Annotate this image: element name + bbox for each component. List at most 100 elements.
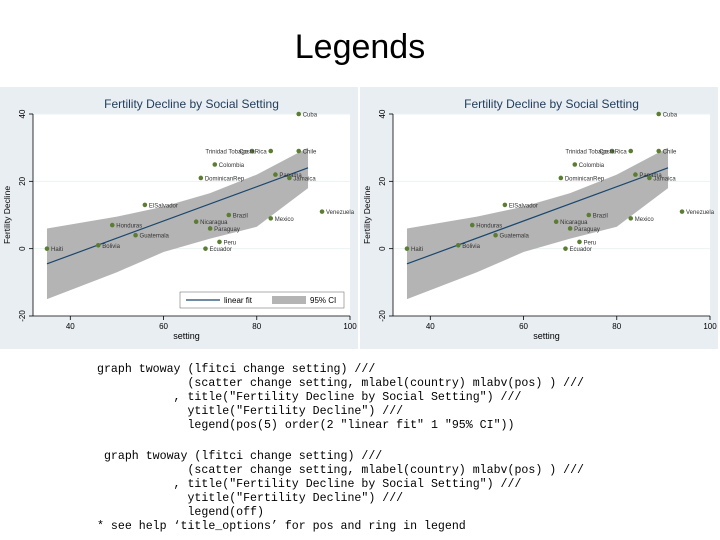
data-point-label: Paraguay [574, 227, 600, 233]
y-tick-label: -20 [378, 310, 387, 322]
data-point [567, 226, 573, 231]
y-axis-title: Fertility Decline [362, 186, 372, 244]
y-tick-label: 20 [18, 176, 27, 185]
data-point-label: Guatemala [140, 234, 170, 240]
data-point [95, 243, 101, 248]
code-block-legend-pos: graph twoway (lfitci change setting) ///… [97, 363, 585, 433]
y-tick-label: -20 [18, 310, 27, 322]
data-point-label: Paraguay [214, 227, 240, 233]
fit-line [406, 167, 669, 265]
data-point-label: Brazil [593, 214, 608, 220]
legend-label: 95% CI [310, 296, 336, 305]
data-point [109, 222, 115, 228]
legend-label: linear fit [224, 296, 253, 305]
x-tick-label: 80 [252, 322, 261, 331]
data-point [319, 209, 325, 214]
data-point [193, 219, 199, 225]
y-tick-label: 20 [378, 176, 387, 185]
data-point [586, 212, 592, 218]
chart-legend-off-svg: Fertility Decline by Social Setting -20 0 2… [362, 97, 717, 341]
data-point [577, 239, 582, 245]
ci-band [46, 147, 309, 300]
data-point [455, 243, 461, 248]
data-point-label: Bolivia [102, 244, 120, 250]
x-tick-label: 40 [426, 322, 435, 331]
x-tick-label: 100 [703, 322, 717, 331]
data-point-label: Chile [663, 150, 677, 156]
data-point [553, 219, 559, 225]
y-tick-label: 40 [18, 109, 27, 118]
data-point-label: Jamaica [293, 176, 316, 182]
data-point [656, 111, 662, 117]
data-point [142, 202, 148, 208]
data-point-label: Panama [639, 173, 662, 179]
data-point-label: Mexico [275, 217, 295, 223]
data-point [469, 222, 475, 228]
data-point [133, 232, 138, 238]
data-point-label: Guatemala [500, 234, 530, 240]
data-point [558, 175, 564, 181]
data-point [656, 148, 662, 154]
chart-with-legend: Fertility Decline by Social Setting -20 0 2… [0, 87, 358, 349]
data-point [628, 216, 634, 221]
data-point [628, 148, 634, 154]
ci-band [406, 147, 669, 300]
x-tick-label: 40 [66, 322, 75, 331]
chart-title: Fertility Decline by Social Setting [104, 97, 279, 111]
data-point-label: Panama [279, 173, 302, 179]
data-point-label: Bolivia [462, 244, 480, 250]
data-point [268, 148, 274, 154]
data-point-label: Chile [303, 150, 317, 156]
data-point-label: Trinidad Tobago [205, 150, 248, 156]
data-point [268, 216, 274, 221]
data-point [226, 212, 232, 218]
data-point-label: Cuba [303, 113, 318, 119]
data-point-label: DominicanRep [565, 176, 605, 182]
data-point-label: Cuba [663, 113, 678, 119]
data-point [502, 202, 508, 208]
data-point [287, 175, 292, 181]
data-point [633, 172, 638, 177]
data-point [273, 172, 278, 177]
x-axis-title: setting [533, 331, 560, 341]
code-block-legend-off: graph twoway (lfitci change setting) ///… [97, 450, 585, 534]
y-tick-label: 0 [378, 246, 387, 251]
data-point-label: Ecuador [209, 247, 231, 253]
data-point [647, 175, 652, 181]
data-point-label: Peru [223, 240, 236, 246]
data-point-label: DominicanRep [205, 176, 245, 182]
data-point [572, 162, 578, 167]
data-point-label: Venezuela [326, 210, 355, 216]
data-point [44, 246, 50, 251]
chart-legend-off: Fertility Decline by Social Setting -20 0 2… [360, 87, 718, 349]
data-point-label: Haiti [51, 247, 63, 253]
data-point-label: CostaRica [239, 150, 267, 156]
data-point-label: Ecuador [569, 247, 591, 253]
y-tick-label: 0 [18, 246, 27, 251]
x-tick-label: 80 [612, 322, 621, 331]
fit-line [46, 167, 309, 265]
data-point [217, 239, 222, 245]
data-point-label: Colombia [579, 163, 605, 169]
chart-title: Fertility Decline by Social Setting [464, 97, 639, 111]
data-point-label: CostaRica [599, 150, 627, 156]
data-point [296, 148, 302, 154]
slide-title: Legends [294, 28, 426, 66]
data-point-label: Nicaragua [560, 220, 588, 226]
data-point-label: Peru [583, 240, 596, 246]
x-tick-label: 60 [159, 322, 168, 331]
data-point-label: Venezuela [686, 210, 715, 216]
data-point [249, 148, 255, 154]
data-point-label: ElSalvador [509, 203, 538, 209]
y-axis-title: Fertility Decline [2, 186, 12, 244]
data-point [212, 162, 218, 167]
chart-with-legend-svg: Fertility Decline by Social Setting -20 0 2… [2, 97, 357, 341]
y-tick-label: 40 [378, 109, 387, 118]
data-point-label: Brazil [233, 214, 248, 220]
data-point-label: Mexico [635, 217, 655, 223]
data-point-label: Nicaragua [200, 220, 228, 226]
data-point [203, 246, 208, 251]
legend-swatch-band [272, 296, 306, 304]
x-tick-label: 60 [519, 322, 528, 331]
data-point [296, 111, 302, 117]
